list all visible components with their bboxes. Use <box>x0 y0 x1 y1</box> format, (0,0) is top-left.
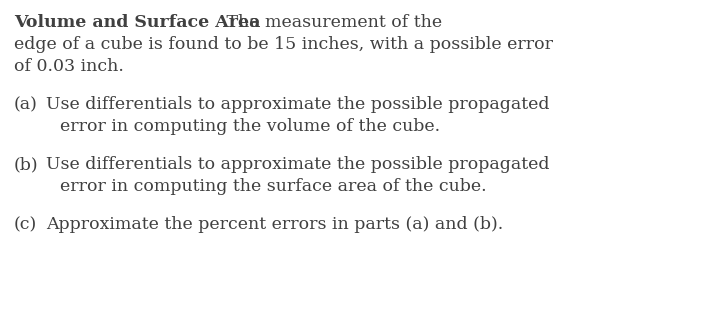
Text: (c): (c) <box>14 216 37 233</box>
Text: Volume and Surface Area: Volume and Surface Area <box>14 14 261 31</box>
Text: Approximate the percent errors in parts (a) and (b).: Approximate the percent errors in parts … <box>46 216 503 233</box>
Text: error in computing the volume of the cube.: error in computing the volume of the cub… <box>60 118 440 135</box>
Text: The measurement of the: The measurement of the <box>210 14 442 31</box>
Text: Use differentials to approximate the possible propagated: Use differentials to approximate the pos… <box>46 96 549 113</box>
Text: (b): (b) <box>14 156 39 173</box>
Text: error in computing the surface area of the cube.: error in computing the surface area of t… <box>60 178 486 195</box>
Text: edge of a cube is found to be 15 inches, with a possible error: edge of a cube is found to be 15 inches,… <box>14 36 553 53</box>
Text: (a): (a) <box>14 96 38 113</box>
Text: Use differentials to approximate the possible propagated: Use differentials to approximate the pos… <box>46 156 549 173</box>
Text: of 0.03 inch.: of 0.03 inch. <box>14 58 124 75</box>
